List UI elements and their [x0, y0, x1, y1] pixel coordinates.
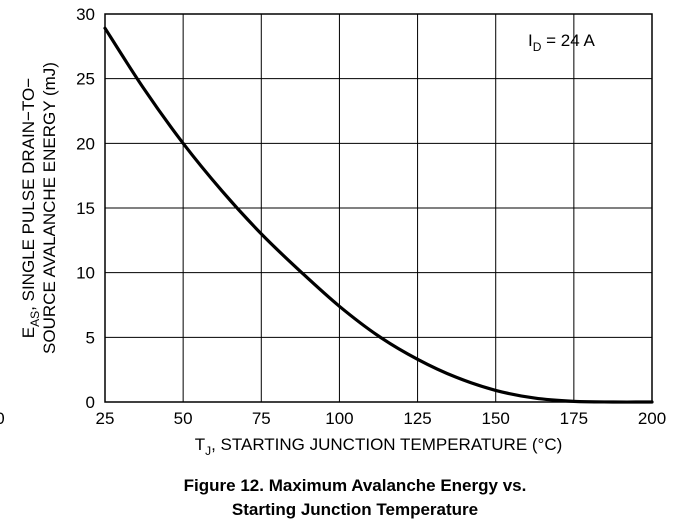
x-tick-label: 25	[96, 409, 115, 428]
x-tick-label: 75	[252, 409, 271, 428]
annotation-rest: = 24 A	[541, 31, 595, 50]
y-tick-label: 25	[76, 70, 95, 89]
annotation-main: I	[528, 31, 533, 50]
x-tick-label: 50	[174, 409, 193, 428]
y-axis-label-line1: EAS, SINGLE PULSE DRAIN−TO−	[19, 78, 42, 338]
y-tick-label: 15	[76, 199, 95, 218]
y-tick-label: 20	[76, 134, 95, 153]
y-axis-label-line2: SOURCE AVALANCHE ENERGY (mJ)	[40, 62, 59, 354]
figure-caption-line1: Figure 12. Maximum Avalanche Energy vs.	[183, 476, 527, 495]
x-axis-label-sub: J	[205, 444, 211, 458]
annotation-sub: D	[533, 40, 542, 54]
y-tick-label: 0	[86, 393, 95, 412]
figure-caption-line2: Starting Junction Temperature	[231, 500, 479, 519]
y-tick-label: 10	[76, 264, 95, 283]
y-axis-label-sub: AS	[28, 311, 42, 327]
x-axis-label-main: T	[195, 435, 205, 454]
series-group	[103, 26, 654, 404]
x-tick-label: 100	[325, 409, 353, 428]
y-tick-labels: 0 5 10 15 20 25 30	[76, 5, 95, 412]
y-axis-label-rest: , SINGLE PULSE DRAIN−TO−	[19, 78, 38, 311]
plot-frame	[104, 13, 653, 403]
avalanche-energy-series-line	[103, 26, 654, 404]
y-tick-label: 5	[86, 328, 95, 347]
x-tick-labels: 25 50 75 100 125 150 175 200	[96, 409, 667, 428]
x-tick-label: 175	[560, 409, 588, 428]
x-axis-label-rest: , STARTING JUNCTION TEMPERATURE (°C)	[211, 435, 562, 454]
left-edge-tick-label: 0	[0, 409, 5, 428]
x-axis-label: TJ, STARTING JUNCTION TEMPERATURE (°C)	[195, 435, 563, 458]
x-tick-label: 125	[403, 409, 431, 428]
grid	[104, 13, 653, 403]
x-tick-label: 150	[482, 409, 510, 428]
y-axis-label-main: E	[19, 327, 38, 338]
x-tick-label: 200	[638, 409, 666, 428]
y-tick-label: 30	[76, 5, 95, 24]
current-annotation: ID = 24 A	[528, 31, 595, 54]
avalanche-energy-chart: 0 5 10 15 20 25 30 25 50 75 100 125 150 175 200 0 ID …	[0, 5, 667, 458]
